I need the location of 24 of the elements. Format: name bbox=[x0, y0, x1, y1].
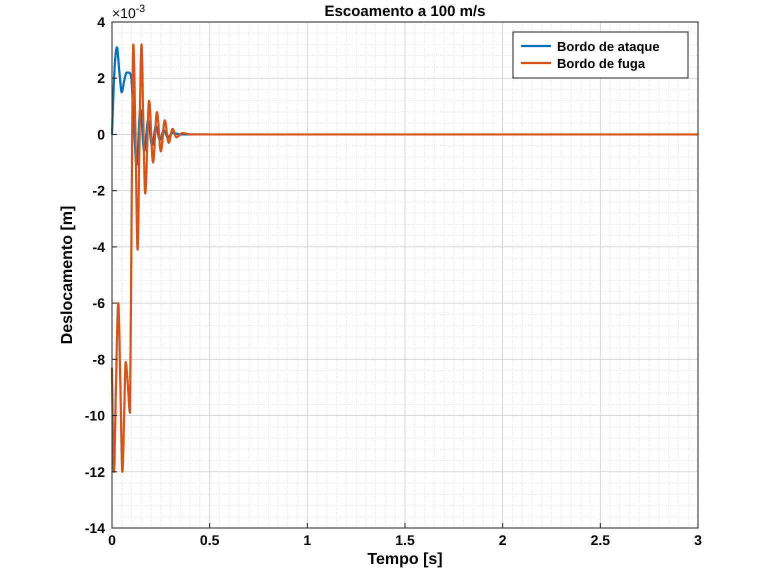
x-tick-label: 3 bbox=[694, 532, 702, 548]
y-tick-label: 4 bbox=[97, 14, 106, 30]
y-tick-label: -10 bbox=[84, 408, 106, 424]
x-tick-label: 0.5 bbox=[200, 532, 220, 548]
x-tick-label: 1.5 bbox=[395, 532, 415, 548]
y-tick-label: -4 bbox=[92, 238, 106, 255]
y-tick-label: -14 bbox=[84, 520, 106, 536]
x-tick-label: 0 bbox=[108, 532, 116, 548]
legend-label: Bordo de ataque bbox=[557, 39, 660, 54]
chart-title: Escoamento a 100 m/s bbox=[324, 3, 486, 20]
y-tick-label: -6 bbox=[92, 295, 106, 312]
legend-label: Bordo de fuga bbox=[557, 56, 646, 71]
y-tick-label: -8 bbox=[92, 351, 106, 368]
y-tick-label: -2 bbox=[92, 182, 106, 199]
text: ×10$^{-3}$ bbox=[112, 3, 146, 21]
y-tick-label: 0 bbox=[97, 126, 106, 142]
x-tick-label: 2 bbox=[498, 532, 507, 548]
y-axis-title: Deslocamento [m] bbox=[59, 206, 76, 344]
y-tick-label: -12 bbox=[84, 464, 106, 480]
y-tick-label: 2 bbox=[97, 70, 106, 86]
x-tick-label: 1 bbox=[303, 532, 312, 548]
x-axis-title: Tempo [s] bbox=[367, 551, 443, 568]
x-tick-label: 2.5 bbox=[590, 532, 610, 548]
line-series bbox=[110, 43, 700, 473]
